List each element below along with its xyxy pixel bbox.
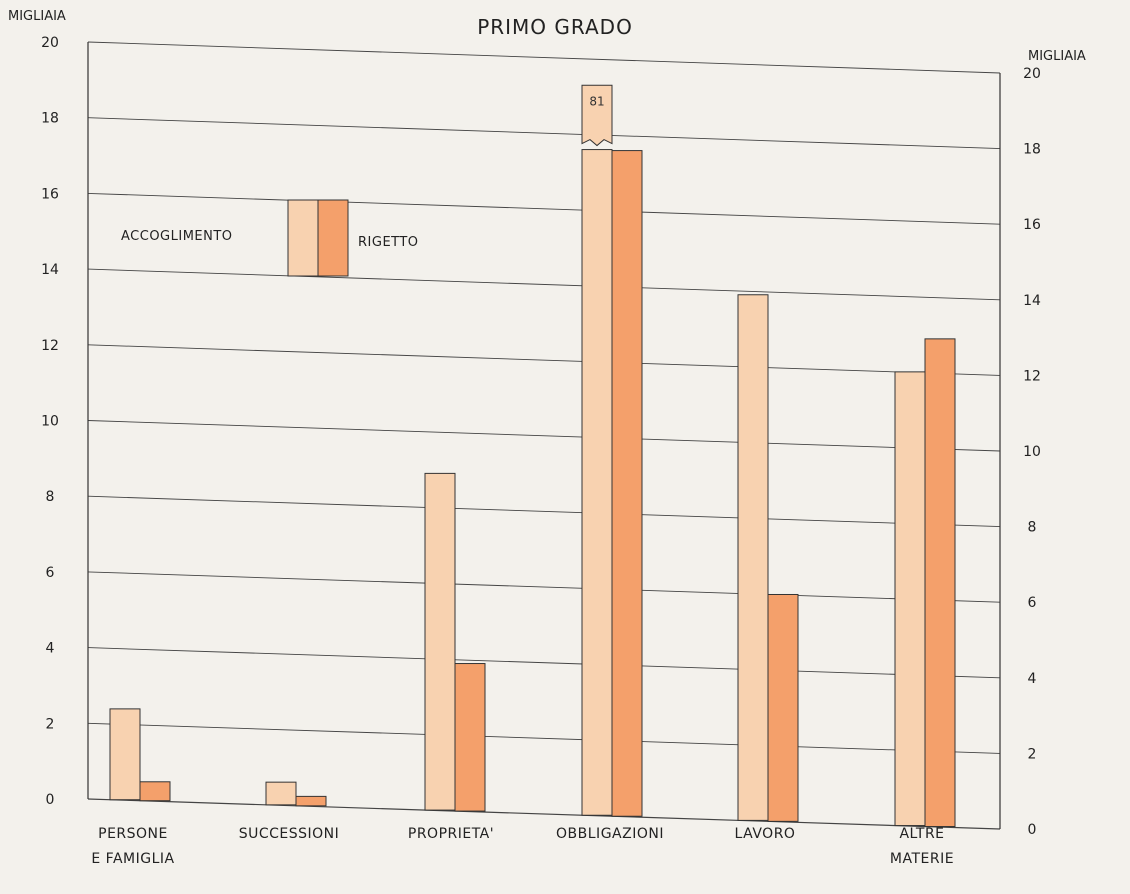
gridline: [87, 117, 1001, 150]
gridline: [87, 647, 1001, 679]
bar-rigetto: [767, 593, 799, 822]
bar-rigetto: [924, 338, 956, 828]
bar-accoglimento-cap: [581, 84, 613, 147]
right-tick-label: 0: [1028, 822, 1037, 838]
category-label: SUCCESSIONI: [239, 826, 340, 842]
left-tick-label: 2: [46, 716, 55, 732]
gridline: [87, 192, 1001, 225]
category-label: LAVORO: [735, 826, 796, 842]
category-label: PERSONE: [98, 826, 168, 842]
right-tick-label: 8: [1028, 520, 1037, 536]
bars: [109, 84, 956, 828]
bar-accoglimento: [894, 371, 926, 827]
gridline: [87, 344, 1001, 376]
left-unit-label: MIGLIAIA: [8, 9, 66, 24]
legend: ACCOGLIMENTO RIGETTO: [121, 199, 419, 277]
legend-swatch-accoglimento: [287, 199, 319, 277]
left-tick-label: 0: [46, 792, 55, 808]
bar-accoglimento: [109, 708, 141, 801]
chart-title: PRIMO GRADO: [477, 15, 633, 39]
bar-accoglimento: [737, 294, 769, 821]
bar-accoglimento: [424, 472, 456, 811]
left-tick-label: 20: [41, 35, 59, 51]
legend-swatch-rigetto: [317, 199, 349, 277]
gridline: [87, 495, 1001, 528]
legend-label-accoglimento: ACCOGLIMENTO: [121, 229, 233, 244]
category-label: ALTRE: [899, 826, 944, 842]
right-tick-label: 12: [1023, 368, 1041, 384]
gridline: [87, 722, 1001, 754]
bar-rigetto: [454, 663, 486, 812]
right-tick-label: 20: [1023, 66, 1041, 82]
right-tick-label: 4: [1028, 671, 1037, 687]
axes: [87, 42, 1001, 829]
category-label: E FAMIGLIA: [91, 851, 174, 867]
left-tick-label: 16: [41, 186, 59, 202]
bar-accoglimento: [265, 781, 297, 806]
right-tick-label: 16: [1023, 217, 1041, 233]
grid-lines: [87, 41, 1001, 830]
bar-rigetto: [295, 795, 327, 807]
left-tick-label: 4: [46, 641, 55, 657]
labels: 0 2 4 6 8 10 12 14 16 18 20 0 2 4 6 8 10 12 14 16 18 20 MIGLIA…: [8, 9, 1086, 867]
right-tick-label: 10: [1023, 444, 1041, 460]
left-tick-label: 10: [41, 414, 59, 430]
right-tick-label: 2: [1028, 746, 1037, 762]
right-tick-label: 18: [1023, 142, 1041, 158]
left-tick-label: 6: [46, 565, 55, 581]
right-tick-label: 14: [1023, 293, 1041, 309]
gridline: [87, 268, 1001, 301]
left-tick-label: 12: [41, 338, 59, 354]
legend-label-rigetto: RIGETTO: [358, 235, 419, 250]
left-tick-label: 14: [41, 262, 59, 278]
left-tick-label: 18: [41, 111, 59, 127]
category-label: PROPRIETA': [408, 826, 494, 842]
gridline: [87, 571, 1001, 603]
category-label: MATERIE: [890, 851, 954, 867]
gridline: [87, 41, 1001, 74]
gridline: [87, 798, 1001, 830]
right-tick-label: 6: [1028, 595, 1037, 611]
broken-bar-value: 81: [589, 94, 604, 108]
right-unit-label: MIGLIAIA: [1028, 49, 1086, 64]
bar-rigetto: [139, 781, 171, 802]
bar-accoglimento-broken: [581, 149, 613, 816]
category-label: OBBLIGAZIONI: [556, 826, 664, 842]
gridline: [87, 420, 1001, 452]
bar-rigetto: [611, 150, 643, 817]
left-tick-label: 8: [46, 489, 55, 505]
